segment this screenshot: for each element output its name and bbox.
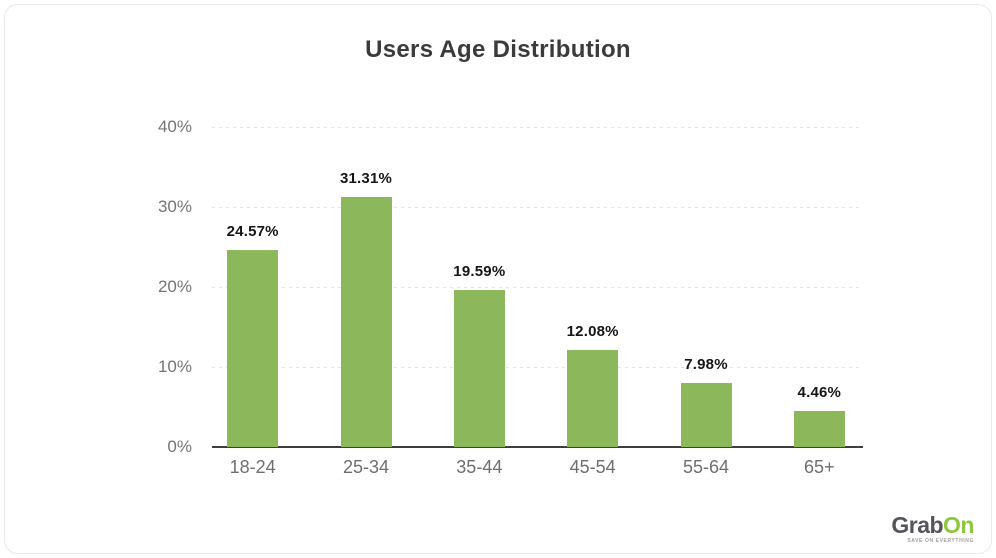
y-axis-tick-label: 40% [157, 117, 192, 136]
bar-value-label: 4.46% [797, 384, 842, 402]
y-axis-tick-label: 20% [157, 277, 192, 296]
y-axis-tick-label: 0% [167, 437, 192, 456]
x-axis-tick-label: 18-24 [229, 457, 276, 477]
bar-55-64 [680, 383, 732, 447]
logo-wordmark: GrabOn [891, 512, 974, 538]
bar-value-label: 31.31% [339, 169, 393, 187]
y-axis-tick-label: 10% [157, 357, 192, 376]
bar-value-label: 12.08% [566, 323, 619, 341]
bar-value-label: 19.59% [453, 263, 506, 281]
gridline [212, 287, 863, 288]
chart-title: Users Age Distribution [365, 36, 631, 63]
gridline [212, 367, 863, 368]
gridline [212, 127, 863, 128]
logo-tagline: SAVE ON EVERYTHING [907, 538, 974, 544]
bar-45-54 [567, 350, 619, 447]
bar-value-label: 7.98% [684, 356, 728, 374]
gridline [212, 207, 863, 208]
chart-card [4, 4, 992, 554]
y-axis-tick-label: 30% [157, 197, 192, 216]
bar-value-label: 24.57% [226, 223, 279, 241]
x-axis-tick-label: 45-54 [569, 457, 616, 477]
x-axis-tick-label: 25-34 [342, 457, 390, 477]
bar-35-44 [453, 290, 505, 447]
logo-text-grab: Grab [891, 512, 944, 538]
bar-65+ [793, 411, 845, 447]
x-axis-line [212, 446, 863, 448]
logo-text-on: On [943, 512, 974, 538]
grabon-logo: GrabOn SAVE ON EVERYTHING [891, 514, 974, 544]
x-axis-tick-label: 55-64 [682, 457, 730, 477]
x-axis-tick-label: 65+ [804, 457, 835, 477]
x-axis-tick-label: 35-44 [456, 457, 503, 477]
bar-25-34 [340, 196, 392, 447]
bar-18-24 [227, 250, 279, 447]
